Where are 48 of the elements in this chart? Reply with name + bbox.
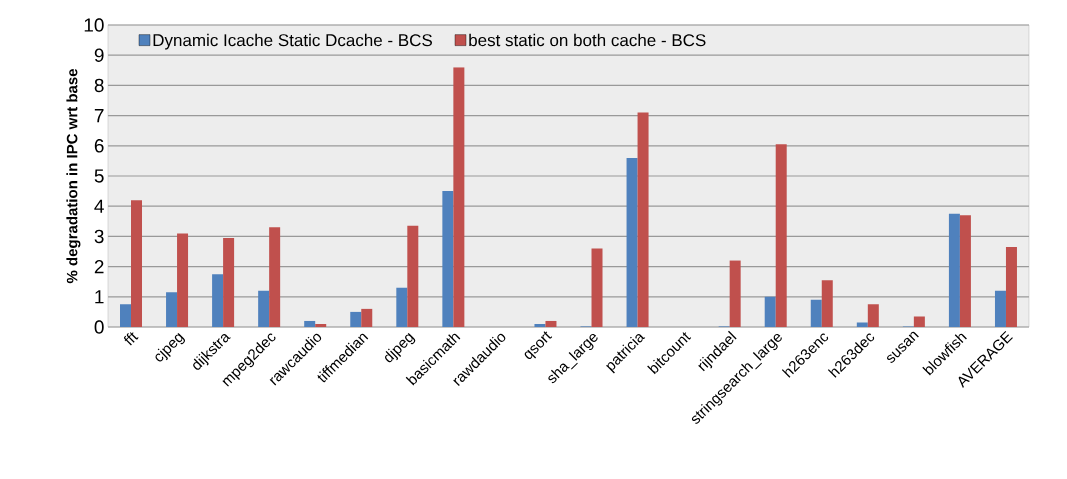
y-axis-title: % degradation in IPC wrt base <box>66 68 81 284</box>
y-tick-label: 4 <box>94 199 104 213</box>
bar <box>166 292 178 327</box>
legend-label: best static on both cache - BCS <box>469 33 706 47</box>
bar <box>258 290 270 327</box>
bar <box>442 191 454 327</box>
x-tick-label: fft <box>123 332 139 346</box>
bar <box>269 227 281 327</box>
bar <box>396 287 408 327</box>
bar <box>212 274 224 327</box>
bar <box>453 67 465 327</box>
bar <box>764 296 776 327</box>
bar <box>120 304 131 327</box>
y-tick-label: 0 <box>94 320 104 334</box>
bar <box>131 200 142 327</box>
bar <box>304 320 316 327</box>
bar <box>637 112 649 327</box>
y-tick-label: 6 <box>94 139 104 153</box>
bar <box>223 237 235 327</box>
bar <box>810 299 822 327</box>
bar <box>177 233 189 327</box>
bar <box>315 323 327 327</box>
y-tick-label: 9 <box>94 48 104 62</box>
bar <box>534 323 546 327</box>
y-tick-label: 8 <box>94 78 104 93</box>
bar <box>867 304 879 327</box>
bar <box>856 322 868 327</box>
bar <box>729 260 741 327</box>
bar <box>626 157 638 327</box>
bar <box>959 215 971 327</box>
bar <box>821 280 833 327</box>
y-tick-label: 1 <box>95 290 104 304</box>
y-tick-label: 5 <box>94 169 104 183</box>
y-tick-label: 7 <box>94 109 104 123</box>
bar <box>1005 246 1017 327</box>
legend-label: Dynamic Icache Static Dcache - BCS <box>153 33 432 50</box>
bar <box>545 320 557 327</box>
bar <box>994 290 1006 327</box>
bar <box>361 308 373 327</box>
bar <box>407 225 419 327</box>
bar <box>591 248 603 327</box>
y-tick-label: 10 <box>84 18 104 32</box>
y-tick-label: 2 <box>94 259 104 274</box>
bar <box>948 213 960 327</box>
bar <box>913 316 925 327</box>
y-tick-label: 3 <box>94 229 104 244</box>
bar <box>350 311 362 327</box>
bar <box>775 144 787 327</box>
